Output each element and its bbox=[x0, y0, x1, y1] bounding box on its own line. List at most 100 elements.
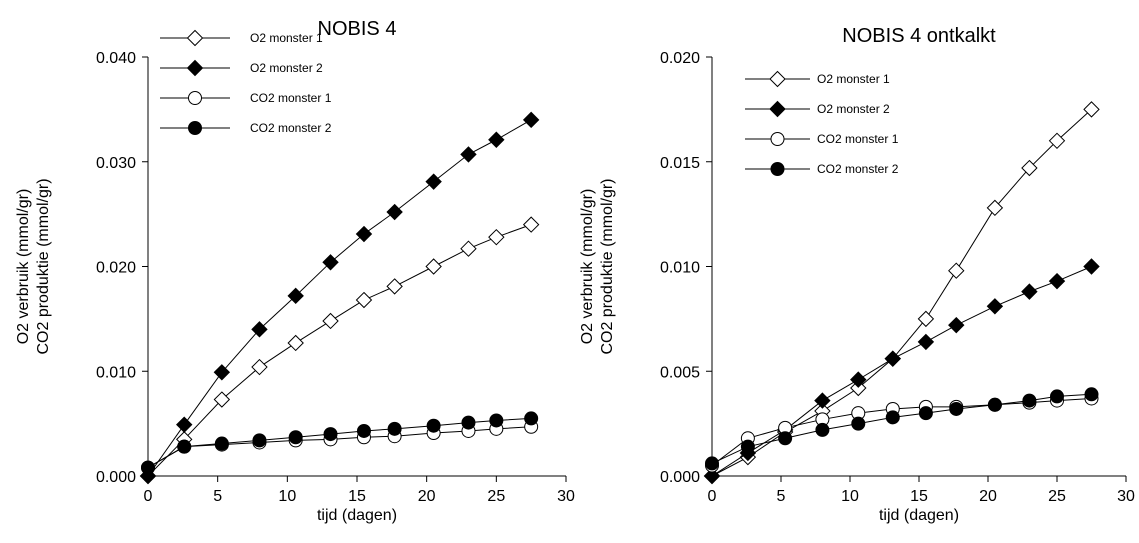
data-point bbox=[355, 291, 373, 309]
y-tick-label: 0.010 bbox=[660, 260, 700, 277]
chart-nobis-4: NOBIS 4 0.000 0.010 0.020 0.030 0.040 0 5 10 15 20… bbox=[15, 18, 575, 524]
data-point bbox=[522, 216, 540, 233]
data-point bbox=[703, 467, 721, 485]
legend-marker bbox=[186, 59, 204, 77]
data-point bbox=[426, 418, 441, 433]
legend-label: O2 monster 2 bbox=[250, 61, 323, 75]
data-point bbox=[288, 430, 303, 445]
data-point bbox=[213, 364, 231, 381]
legend-label: CO2 monster 1 bbox=[817, 132, 899, 146]
data-point bbox=[705, 456, 719, 471]
data-point bbox=[850, 371, 867, 388]
legend-marker bbox=[769, 70, 786, 88]
data-point bbox=[323, 427, 338, 442]
data-point bbox=[488, 131, 505, 148]
y-tick-label: 0.000 bbox=[96, 469, 136, 486]
data-point bbox=[1084, 387, 1099, 402]
series-line bbox=[711, 266, 1092, 477]
series-o2-monster-2 bbox=[703, 258, 1100, 485]
data-point bbox=[948, 316, 965, 334]
x-tick-label: 20 bbox=[979, 488, 997, 505]
data-point bbox=[287, 334, 304, 352]
legend-label: CO2 monster 1 bbox=[250, 91, 332, 105]
data-point bbox=[949, 401, 964, 416]
data-point bbox=[489, 413, 504, 428]
data-point bbox=[177, 439, 192, 454]
y-axis-label: CO2 produktie (mmol/gr) bbox=[599, 178, 616, 354]
legend-marker bbox=[188, 121, 202, 135]
x-tick-label: 0 bbox=[144, 488, 153, 505]
data-point bbox=[778, 431, 793, 446]
legend-entry: O2 monster 2 bbox=[745, 100, 890, 118]
x-tick-label: 25 bbox=[487, 488, 505, 505]
legend-label: O2 monster 1 bbox=[817, 72, 890, 86]
y-tick-label: 0.005 bbox=[660, 364, 700, 381]
data-point bbox=[850, 379, 867, 397]
x-tick-label: 20 bbox=[418, 488, 436, 505]
data-point bbox=[987, 397, 1002, 412]
x-tick-label: 10 bbox=[841, 488, 859, 505]
y-axis-label: CO2 produktie (mmol/gr) bbox=[35, 178, 52, 354]
legend-marker bbox=[188, 91, 202, 105]
chart-title: NOBIS 4 bbox=[318, 18, 397, 40]
x-axis-label: tijd (dagen) bbox=[317, 507, 397, 524]
x-tick-label: 15 bbox=[910, 488, 928, 505]
legend-label: O2 monster 2 bbox=[817, 102, 890, 116]
x-tick-label: 0 bbox=[708, 488, 717, 505]
series-o2-monster-1 bbox=[139, 216, 540, 485]
data-point bbox=[1048, 132, 1066, 150]
y-axis-label: O2 verbruik (mmol/gr) bbox=[15, 189, 32, 345]
data-point bbox=[287, 287, 304, 305]
series-co2-monster-1 bbox=[705, 391, 1099, 473]
legend-entry: CO2 monster 1 bbox=[745, 132, 899, 146]
legend-entry: CO2 monster 2 bbox=[160, 121, 332, 135]
data-point bbox=[1021, 283, 1038, 300]
data-point bbox=[460, 146, 477, 163]
legend-entry: O2 monster 2 bbox=[160, 59, 323, 77]
x-tick-label: 5 bbox=[213, 488, 222, 505]
x-tick-label: 5 bbox=[777, 488, 786, 505]
data-point bbox=[461, 415, 476, 430]
x-tick-label: 30 bbox=[557, 488, 575, 505]
y-tick-label: 0.010 bbox=[96, 364, 136, 381]
data-point bbox=[522, 111, 540, 129]
x-tick-label: 30 bbox=[1117, 488, 1135, 505]
data-point bbox=[948, 262, 965, 279]
data-point bbox=[141, 460, 155, 475]
data-point bbox=[488, 228, 505, 246]
data-point bbox=[386, 203, 403, 221]
data-point bbox=[1048, 272, 1066, 290]
legend-entry: CO2 monster 2 bbox=[745, 162, 899, 176]
data-point bbox=[386, 278, 403, 295]
data-point bbox=[251, 358, 268, 376]
data-point bbox=[917, 333, 935, 351]
data-point bbox=[1083, 258, 1100, 275]
y-tick-label: 0.020 bbox=[660, 50, 700, 67]
y-tick-label: 0.015 bbox=[660, 155, 700, 172]
data-point bbox=[917, 310, 935, 328]
x-tick-label: 25 bbox=[1048, 488, 1066, 505]
y-tick-label: 0.000 bbox=[660, 469, 700, 486]
y-tick-label: 0.030 bbox=[96, 155, 136, 172]
x-tick-label: 15 bbox=[348, 488, 366, 505]
data-point bbox=[1022, 393, 1037, 408]
legend-marker bbox=[186, 29, 204, 47]
data-point bbox=[322, 254, 339, 271]
data-point bbox=[425, 173, 442, 190]
data-point bbox=[986, 199, 1004, 217]
data-point bbox=[918, 406, 933, 421]
data-point bbox=[252, 433, 267, 448]
data-point bbox=[176, 416, 193, 433]
legend-label: O2 monster 1 bbox=[250, 31, 323, 45]
data-point bbox=[322, 312, 339, 330]
data-point bbox=[986, 298, 1004, 315]
data-point bbox=[851, 416, 866, 431]
data-point bbox=[460, 240, 477, 257]
chart-nobis-4-ontkalkt: NOBIS 4 ontkalkt 0.000 0.005 0.010 0.015 0.02… bbox=[579, 25, 1135, 524]
data-point bbox=[251, 321, 268, 338]
series-line bbox=[711, 397, 1092, 466]
data-point bbox=[387, 421, 402, 436]
y-tick-label: 0.020 bbox=[96, 260, 136, 277]
data-point bbox=[214, 436, 229, 451]
